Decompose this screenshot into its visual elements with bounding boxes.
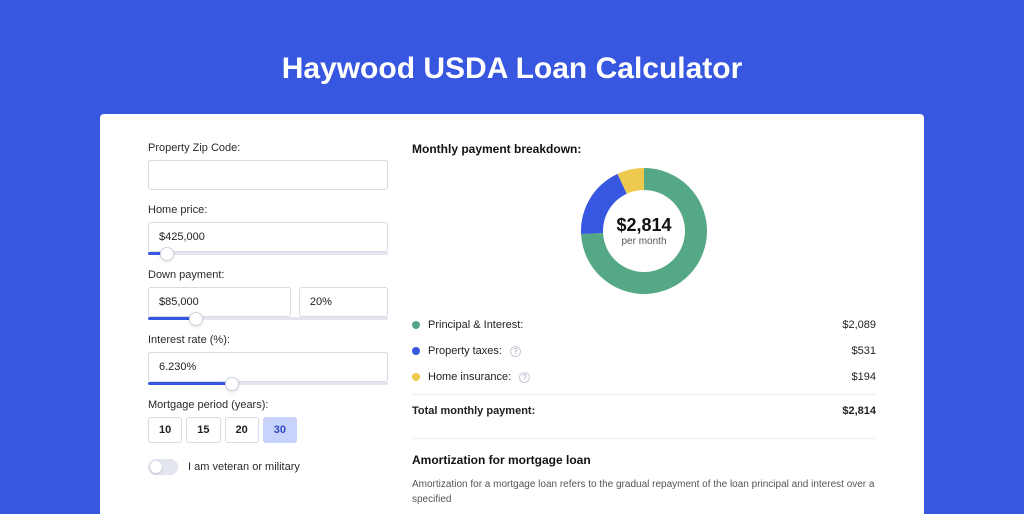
- home-price-field-group: Home price:: [148, 204, 388, 255]
- mortgage-period-option-20[interactable]: 20: [225, 417, 259, 443]
- legend-label: Property taxes:: [428, 345, 502, 357]
- breakdown-title: Monthly payment breakdown:: [412, 142, 876, 156]
- interest-rate-slider-thumb[interactable]: [225, 377, 239, 391]
- legend-value: $2,089: [842, 319, 876, 331]
- home-price-slider[interactable]: [148, 252, 388, 255]
- mortgage-period-field-group: Mortgage period (years): 10152030: [148, 399, 388, 443]
- legend-dot: [412, 321, 420, 329]
- info-icon[interactable]: ?: [519, 372, 530, 383]
- down-payment-percent-input[interactable]: [299, 287, 388, 317]
- down-payment-slider-thumb[interactable]: [189, 312, 203, 326]
- down-payment-input[interactable]: [148, 287, 291, 317]
- down-payment-field-group: Down payment:: [148, 269, 388, 320]
- interest-rate-input[interactable]: [148, 352, 388, 382]
- legend-row: Principal & Interest: $2,089: [412, 312, 876, 338]
- mortgage-period-option-10[interactable]: 10: [148, 417, 182, 443]
- mortgage-period-option-30[interactable]: 30: [263, 417, 297, 443]
- legend-label: Principal & Interest:: [428, 319, 523, 331]
- donut-center-value: $2,814: [616, 215, 671, 236]
- veteran-toggle-label: I am veteran or military: [188, 461, 300, 473]
- mortgage-period-option-15[interactable]: 15: [186, 417, 220, 443]
- zip-field-group: Property Zip Code:: [148, 142, 388, 190]
- legend-dot: [412, 347, 420, 355]
- legend-total-row: Total monthly payment: $2,814: [412, 394, 876, 424]
- legend-value: $531: [852, 345, 876, 357]
- legend-total-value: $2,814: [842, 405, 876, 417]
- veteran-toggle-row: I am veteran or military: [148, 459, 388, 475]
- amortization-section: Amortization for mortgage loan Amortizat…: [412, 438, 876, 507]
- mortgage-period-label: Mortgage period (years):: [148, 399, 388, 411]
- zip-input[interactable]: [148, 160, 388, 190]
- home-price-label: Home price:: [148, 204, 388, 216]
- amortization-title: Amortization for mortgage loan: [412, 453, 876, 467]
- veteran-toggle[interactable]: [148, 459, 178, 475]
- home-price-input[interactable]: [148, 222, 388, 252]
- legend-label: Home insurance:: [428, 371, 511, 383]
- legend: Principal & Interest: $2,089 Property taxe…: [412, 312, 876, 390]
- donut-chart: $2,814 per month: [412, 168, 876, 294]
- down-payment-label: Down payment:: [148, 269, 388, 281]
- legend-row: Property taxes:? $531: [412, 338, 876, 364]
- amortization-text: Amortization for a mortgage loan refers …: [412, 477, 876, 507]
- interest-rate-label: Interest rate (%):: [148, 334, 388, 346]
- page-title: Haywood USDA Loan Calculator: [0, 0, 1024, 114]
- legend-row: Home insurance:? $194: [412, 364, 876, 390]
- donut-center: $2,814 per month: [616, 215, 671, 247]
- legend-dot: [412, 373, 420, 381]
- mortgage-period-options: 10152030: [148, 417, 388, 443]
- legend-value: $194: [852, 371, 876, 383]
- zip-label: Property Zip Code:: [148, 142, 388, 154]
- donut-center-sub: per month: [616, 236, 671, 247]
- breakdown-column: Monthly payment breakdown: $2,814 per mo…: [412, 142, 876, 514]
- form-column: Property Zip Code: Home price: Down paym…: [148, 142, 388, 514]
- interest-rate-slider[interactable]: [148, 382, 388, 385]
- down-payment-slider[interactable]: [148, 317, 388, 320]
- legend-total-label: Total monthly payment:: [412, 405, 535, 417]
- home-price-slider-thumb[interactable]: [160, 247, 174, 261]
- calculator-card: Property Zip Code: Home price: Down paym…: [100, 114, 924, 514]
- interest-rate-field-group: Interest rate (%):: [148, 334, 388, 385]
- info-icon[interactable]: ?: [510, 346, 521, 357]
